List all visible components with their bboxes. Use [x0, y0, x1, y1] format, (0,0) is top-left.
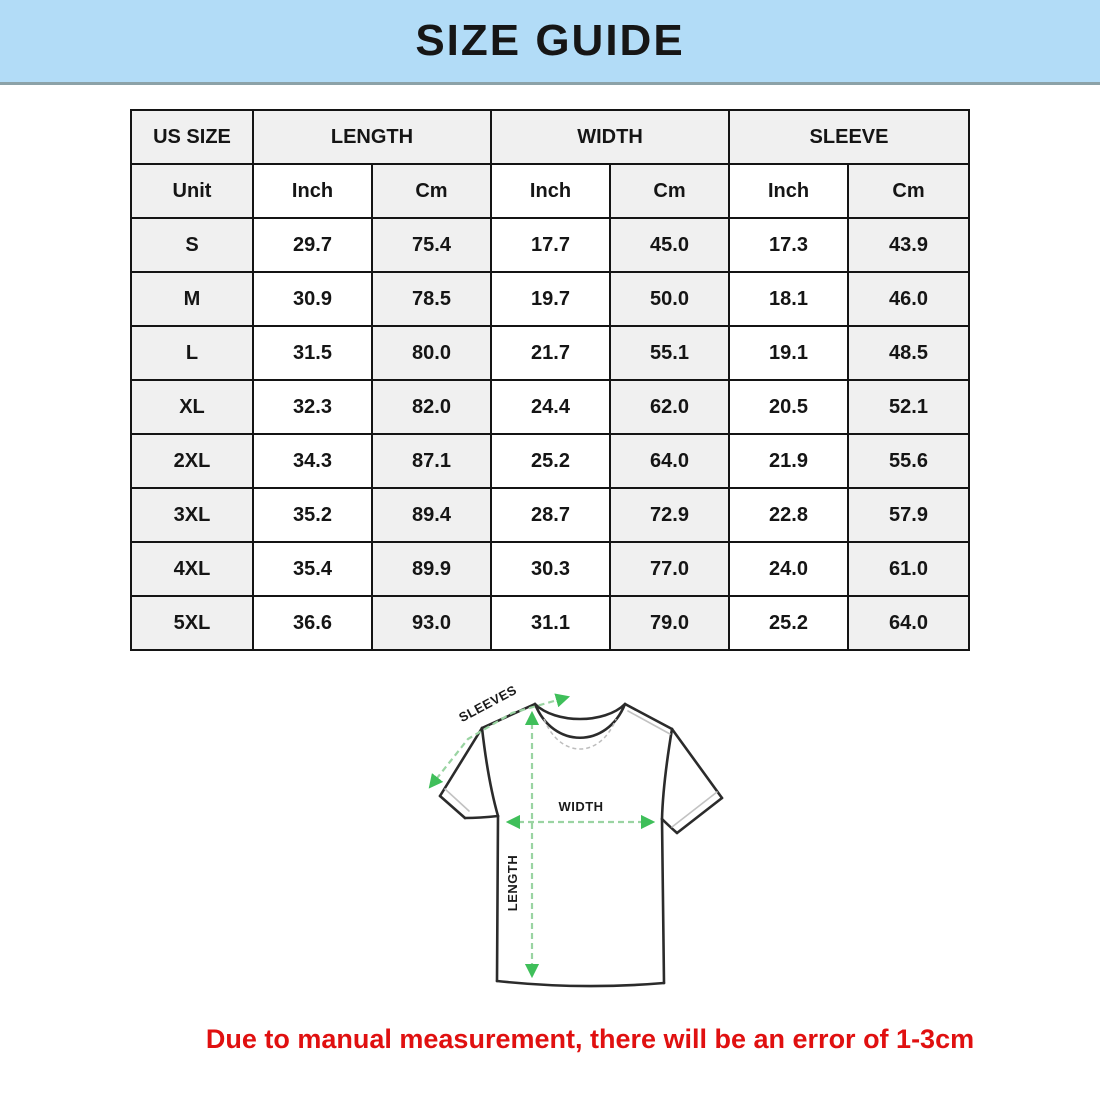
- value-cell: 22.8: [728, 487, 849, 543]
- value-cell: 17.7: [489, 217, 611, 273]
- width-measure-label: WIDTH: [558, 799, 603, 814]
- value-cell: 75.4: [370, 217, 492, 273]
- value-cell: 20.5: [728, 379, 849, 435]
- table-row: XL 32.3 82.0 24.4 62.0 20.5 52.1: [129, 379, 971, 435]
- value-cell: 34.3: [251, 433, 373, 489]
- value-cell: 89.9: [370, 541, 492, 597]
- value-cell: 35.4: [251, 541, 373, 597]
- value-cell: 17.3: [728, 217, 849, 273]
- sleeve-measure-label: SLEEVES: [456, 682, 519, 725]
- unit-cell: Inch: [251, 163, 373, 219]
- value-cell: 24.0: [728, 541, 849, 597]
- table-row: 3XL 35.2 89.4 28.7 72.9 22.8 57.9: [129, 487, 971, 543]
- value-cell: 46.0: [846, 271, 971, 327]
- value-cell: 31.5: [251, 325, 373, 381]
- size-table-group-row: US SIZE LENGTH WIDTH SLEEVE: [129, 109, 971, 165]
- unit-header: Unit: [129, 163, 254, 219]
- value-cell: 48.5: [846, 325, 971, 381]
- value-cell: 29.7: [251, 217, 373, 273]
- value-cell: 19.1: [728, 325, 849, 381]
- value-cell: 25.2: [489, 433, 611, 489]
- size-guide-banner: SIZE GUIDE: [0, 0, 1100, 85]
- value-cell: 24.4: [489, 379, 611, 435]
- value-cell: 19.7: [489, 271, 611, 327]
- column-group-header: US SIZE: [129, 109, 254, 165]
- column-group-header: SLEEVE: [727, 109, 971, 165]
- size-table: US SIZE LENGTH WIDTH SLEEVE Unit Inch Cm Inch C…: [129, 109, 971, 651]
- value-cell: 62.0: [608, 379, 731, 435]
- value-cell: 79.0: [608, 595, 731, 651]
- value-cell: 61.0: [846, 541, 971, 597]
- value-cell: 82.0: [370, 379, 492, 435]
- value-cell: 87.1: [370, 433, 492, 489]
- size-cell: S: [129, 217, 254, 273]
- value-cell: 21.7: [489, 325, 611, 381]
- column-group-header: LENGTH: [251, 109, 492, 165]
- unit-cell: Inch: [728, 163, 849, 219]
- unit-cell: Cm: [846, 163, 971, 219]
- sleeve-arrow: [428, 693, 571, 789]
- value-cell: 80.0: [370, 325, 492, 381]
- value-cell: 55.1: [608, 325, 731, 381]
- length-measure-label: LENGTH: [505, 855, 520, 911]
- size-cell: L: [129, 325, 254, 381]
- value-cell: 55.6: [846, 433, 971, 489]
- column-group-header: WIDTH: [489, 109, 731, 165]
- table-row: L 31.5 80.0 21.7 55.1 19.1 48.5: [129, 325, 971, 381]
- tshirt-outline: [438, 702, 724, 988]
- unit-cell: Cm: [608, 163, 731, 219]
- value-cell: 18.1: [728, 271, 849, 327]
- value-cell: 25.2: [728, 595, 849, 651]
- measurement-arrows: [428, 693, 656, 979]
- value-cell: 77.0: [608, 541, 731, 597]
- tshirt-measurement-diagram: SLEEVES WIDTH LENGTH: [428, 682, 724, 988]
- value-cell: 28.7: [489, 487, 611, 543]
- value-cell: 32.3: [251, 379, 373, 435]
- size-table-unit-row: Unit Inch Cm Inch Cm Inch Cm: [129, 163, 971, 219]
- unit-cell: Inch: [489, 163, 611, 219]
- table-row: 5XL 36.6 93.0 31.1 79.0 25.2 64.0: [129, 595, 971, 651]
- value-cell: 50.0: [608, 271, 731, 327]
- table-row: 4XL 35.4 89.9 30.3 77.0 24.0 61.0: [129, 541, 971, 597]
- value-cell: 31.1: [489, 595, 611, 651]
- value-cell: 36.6: [251, 595, 373, 651]
- value-cell: 45.0: [608, 217, 731, 273]
- value-cell: 78.5: [370, 271, 492, 327]
- value-cell: 57.9: [846, 487, 971, 543]
- value-cell: 64.0: [608, 433, 731, 489]
- value-cell: 89.4: [370, 487, 492, 543]
- value-cell: 72.9: [608, 487, 731, 543]
- size-cell: 5XL: [129, 595, 254, 651]
- size-cell: M: [129, 271, 254, 327]
- size-cell: 2XL: [129, 433, 254, 489]
- unit-cell: Cm: [370, 163, 492, 219]
- size-cell: 4XL: [129, 541, 254, 597]
- value-cell: 35.2: [251, 487, 373, 543]
- size-cell: 3XL: [129, 487, 254, 543]
- value-cell: 30.9: [251, 271, 373, 327]
- value-cell: 43.9: [846, 217, 971, 273]
- value-cell: 93.0: [370, 595, 492, 651]
- table-row: S 29.7 75.4 17.7 45.0 17.3 43.9: [129, 217, 971, 273]
- size-cell: XL: [129, 379, 254, 435]
- page-title: SIZE GUIDE: [415, 16, 685, 65]
- value-cell: 52.1: [846, 379, 971, 435]
- table-row: 2XL 34.3 87.1 25.2 64.0 21.9 55.6: [129, 433, 971, 489]
- table-row: M 30.9 78.5 19.7 50.0 18.1 46.0: [129, 271, 971, 327]
- measurement-disclaimer: Due to manual measurement, there will be…: [205, 1024, 975, 1054]
- value-cell: 21.9: [728, 433, 849, 489]
- value-cell: 64.0: [846, 595, 971, 651]
- value-cell: 30.3: [489, 541, 611, 597]
